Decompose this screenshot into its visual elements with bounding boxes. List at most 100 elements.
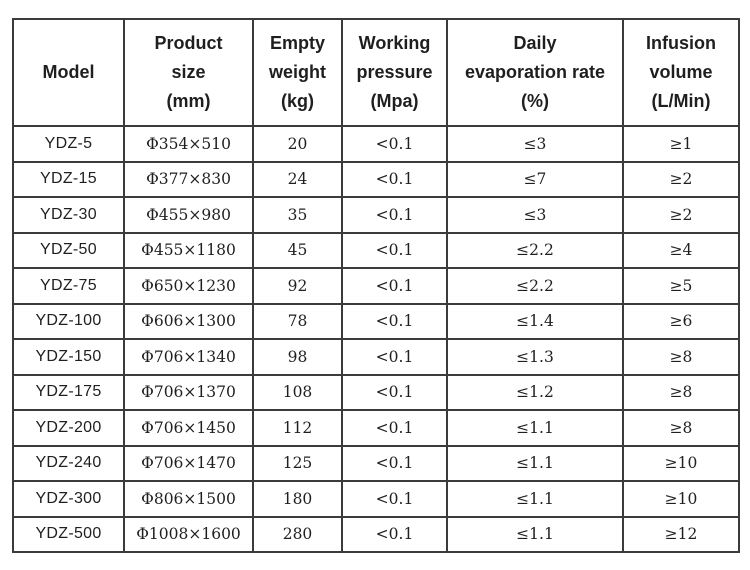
- cell-model: YDZ-30: [12, 196, 125, 234]
- table-row: YDZ-15 Φ377×830 24 <0.1 ≤7 ≥2: [12, 160, 740, 198]
- column-header-line: Empty: [269, 33, 325, 53]
- cell-empty-weight: 98: [252, 338, 343, 376]
- cell-daily-evaporation-rate: ≤3: [446, 125, 624, 163]
- cell-infusion-volume: ≥8: [622, 409, 740, 447]
- cell-empty-weight: 45: [252, 231, 343, 269]
- table-row: YDZ-50 Φ455×1180 45 <0.1 ≤2.2 ≥4: [12, 231, 740, 269]
- cell-empty-weight: 24: [252, 160, 343, 198]
- cell-model: YDZ-15: [12, 160, 125, 198]
- cell-product-size: Φ606×1300: [123, 302, 254, 340]
- cell-product-size: Φ377×830: [123, 160, 254, 198]
- cell-model: YDZ-5: [12, 125, 125, 163]
- column-header-infusion-volume: Infusion volume (L/Min): [622, 18, 740, 127]
- cell-empty-weight: 20: [252, 125, 343, 163]
- cell-working-pressure: <0.1: [341, 480, 448, 518]
- cell-model: YDZ-200: [12, 409, 125, 447]
- cell-infusion-volume: ≥2: [622, 196, 740, 234]
- cell-infusion-volume: ≥8: [622, 338, 740, 376]
- cell-product-size: Φ354×510: [123, 125, 254, 163]
- cell-product-size: Φ1008×1600: [123, 515, 254, 553]
- table-header-row: Model Product size (mm) Empty weight (kg) Worki…: [12, 18, 740, 127]
- cell-empty-weight: 125: [252, 444, 343, 482]
- cell-working-pressure: <0.1: [341, 267, 448, 305]
- cell-model: YDZ-300: [12, 480, 125, 518]
- cell-model: YDZ-75: [12, 267, 125, 305]
- column-header-line: (mm): [166, 91, 211, 111]
- cell-daily-evaporation-rate: ≤1.1: [446, 515, 624, 553]
- column-header-line: weight: [269, 62, 326, 82]
- cell-empty-weight: 78: [252, 302, 343, 340]
- cell-working-pressure: <0.1: [341, 338, 448, 376]
- cell-infusion-volume: ≥10: [622, 480, 740, 518]
- table-row: YDZ-175 Φ706×1370 108 <0.1 ≤1.2 ≥8: [12, 373, 740, 411]
- cell-daily-evaporation-rate: ≤2.2: [446, 231, 624, 269]
- cell-product-size: Φ806×1500: [123, 480, 254, 518]
- table-row: YDZ-75 Φ650×1230 92 <0.1 ≤2.2 ≥5: [12, 267, 740, 305]
- column-header-line: Infusion: [646, 33, 716, 53]
- column-header-line: Working: [358, 33, 431, 53]
- cell-empty-weight: 35: [252, 196, 343, 234]
- column-header-line: pressure: [356, 62, 433, 82]
- cell-product-size: Φ706×1450: [123, 409, 254, 447]
- column-header-line: evaporation rate: [464, 62, 606, 82]
- cell-model: YDZ-240: [12, 444, 125, 482]
- cell-daily-evaporation-rate: ≤1.3: [446, 338, 624, 376]
- cell-working-pressure: <0.1: [341, 231, 448, 269]
- column-header-model: Model: [12, 18, 125, 127]
- cell-daily-evaporation-rate: ≤7: [446, 160, 624, 198]
- cell-daily-evaporation-rate: ≤1.1: [446, 409, 624, 447]
- table-row: YDZ-30 Φ455×980 35 <0.1 ≤3 ≥2: [12, 196, 740, 234]
- cell-empty-weight: 92: [252, 267, 343, 305]
- cell-model: YDZ-150: [12, 338, 125, 376]
- product-spec-table: Model Product size (mm) Empty weight (kg) Worki…: [12, 18, 740, 553]
- cell-working-pressure: <0.1: [341, 196, 448, 234]
- cell-working-pressure: <0.1: [341, 160, 448, 198]
- table-row: YDZ-150 Φ706×1340 98 <0.1 ≤1.3 ≥8: [12, 338, 740, 376]
- cell-empty-weight: 108: [252, 373, 343, 411]
- cell-model: YDZ-500: [12, 515, 125, 553]
- cell-working-pressure: <0.1: [341, 373, 448, 411]
- cell-model: YDZ-100: [12, 302, 125, 340]
- column-header-line: (kg): [281, 91, 314, 111]
- cell-empty-weight: 280: [252, 515, 343, 553]
- cell-product-size: Φ455×1180: [123, 231, 254, 269]
- column-header-product-size: Product size (mm): [123, 18, 254, 127]
- column-header-line: (L/Min): [651, 91, 711, 111]
- cell-product-size: Φ455×980: [123, 196, 254, 234]
- cell-daily-evaporation-rate: ≤1.4: [446, 302, 624, 340]
- cell-daily-evaporation-rate: ≤1.1: [446, 444, 624, 482]
- table-row: YDZ-500 Φ1008×1600 280 <0.1 ≤1.1 ≥12: [12, 515, 740, 553]
- cell-empty-weight: 180: [252, 480, 343, 518]
- cell-daily-evaporation-rate: ≤1.2: [446, 373, 624, 411]
- cell-working-pressure: <0.1: [341, 409, 448, 447]
- cell-infusion-volume: ≥1: [622, 125, 740, 163]
- column-header-line: Daily: [513, 33, 557, 53]
- cell-infusion-volume: ≥10: [622, 444, 740, 482]
- cell-working-pressure: <0.1: [341, 444, 448, 482]
- cell-working-pressure: <0.1: [341, 302, 448, 340]
- cell-product-size: Φ706×1340: [123, 338, 254, 376]
- cell-daily-evaporation-rate: ≤3: [446, 196, 624, 234]
- column-header-empty-weight: Empty weight (kg): [252, 18, 343, 127]
- cell-working-pressure: <0.1: [341, 125, 448, 163]
- table-row: YDZ-300 Φ806×1500 180 <0.1 ≤1.1 ≥10: [12, 480, 740, 518]
- cell-daily-evaporation-rate: ≤1.1: [446, 480, 624, 518]
- column-header-daily-evaporation-rate: Daily evaporation rate (%): [446, 18, 624, 127]
- cell-empty-weight: 112: [252, 409, 343, 447]
- column-header-line: Model: [42, 62, 95, 82]
- table-row: YDZ-100 Φ606×1300 78 <0.1 ≤1.4 ≥6: [12, 302, 740, 340]
- column-header-line: Product: [154, 33, 223, 53]
- cell-product-size: Φ650×1230: [123, 267, 254, 305]
- column-header-line: size: [171, 62, 206, 82]
- cell-product-size: Φ706×1470: [123, 444, 254, 482]
- cell-infusion-volume: ≥12: [622, 515, 740, 553]
- cell-infusion-volume: ≥2: [622, 160, 740, 198]
- column-header-working-pressure: Working pressure (Mpa): [341, 18, 448, 127]
- cell-infusion-volume: ≥8: [622, 373, 740, 411]
- cell-daily-evaporation-rate: ≤2.2: [446, 267, 624, 305]
- cell-model: YDZ-175: [12, 373, 125, 411]
- table-row: YDZ-5 Φ354×510 20 <0.1 ≤3 ≥1: [12, 125, 740, 163]
- table-row: YDZ-240 Φ706×1470 125 <0.1 ≤1.1 ≥10: [12, 444, 740, 482]
- cell-infusion-volume: ≥5: [622, 267, 740, 305]
